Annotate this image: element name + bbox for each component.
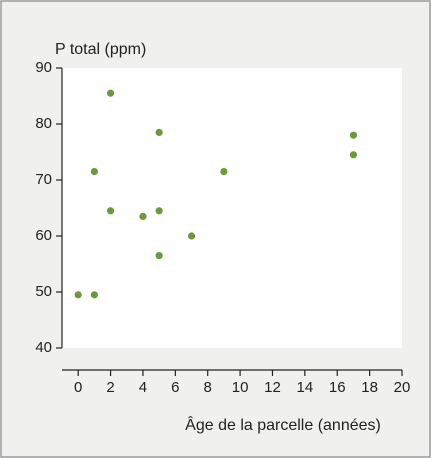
- y-tick-label: 40: [35, 339, 52, 356]
- point: [139, 212, 147, 220]
- point: [155, 252, 163, 260]
- x-tick-label: 14: [297, 379, 314, 396]
- x-tick-label: 10: [232, 379, 249, 396]
- x-tick-label: 4: [139, 379, 147, 396]
- x-tick-label: 20: [394, 379, 411, 396]
- y-tick-label: 80: [35, 115, 52, 132]
- x-tick-label: 6: [171, 379, 179, 396]
- point: [74, 291, 82, 299]
- point: [187, 232, 196, 240]
- point: [349, 131, 358, 139]
- point: [155, 207, 163, 215]
- y-tick-label: 50: [35, 283, 52, 300]
- point: [90, 291, 98, 299]
- x-tick-label: 12: [264, 379, 281, 396]
- point: [155, 128, 163, 136]
- y-tick-label: 90: [35, 59, 52, 76]
- y-tick-label: 60: [35, 227, 52, 244]
- x-axis-label: Âge de la parcelle (années): [185, 415, 381, 434]
- plot-area: [62, 68, 402, 348]
- x-tick-label: 0: [74, 379, 82, 396]
- x-tick-label: 8: [204, 379, 212, 396]
- y-tick-label: 70: [35, 171, 52, 188]
- x-tick-label: 2: [106, 379, 114, 396]
- y-axis-label: P total (ppm): [55, 41, 146, 58]
- point: [106, 89, 115, 97]
- point: [220, 168, 228, 176]
- point: [90, 168, 98, 176]
- point: [349, 151, 358, 159]
- point: [106, 207, 115, 215]
- x-tick-label: 16: [329, 379, 346, 396]
- x-tick-label: 18: [361, 379, 378, 396]
